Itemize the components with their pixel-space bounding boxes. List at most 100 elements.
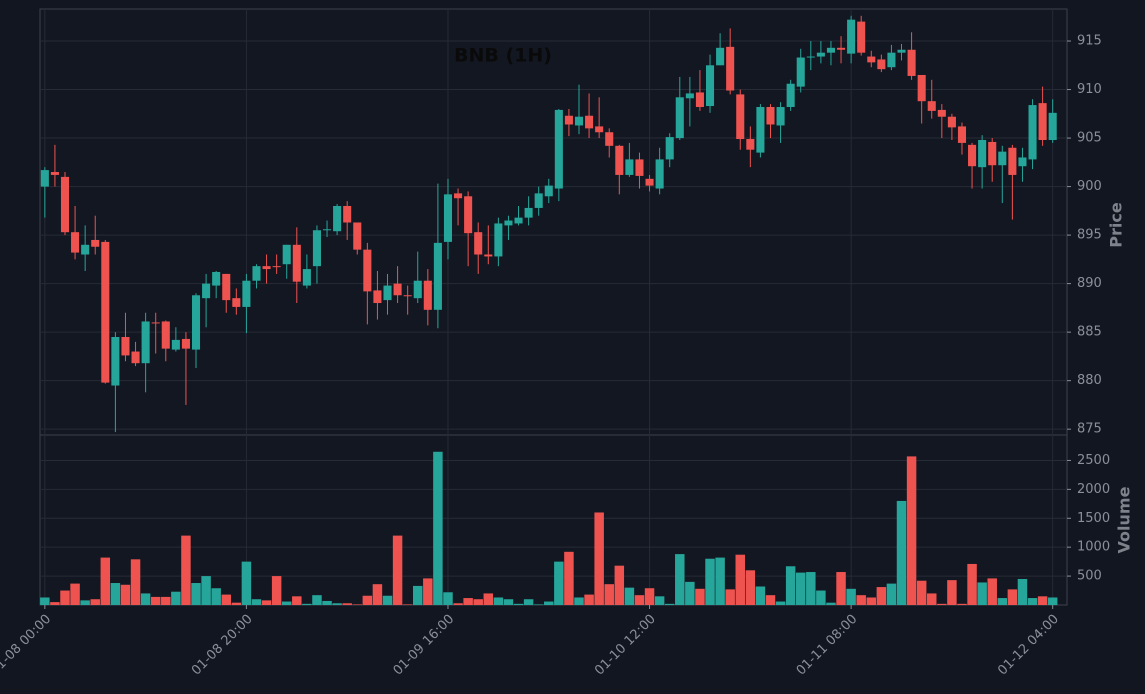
candle-body — [1038, 103, 1047, 141]
volume-bar — [423, 578, 433, 605]
y-tick-label: 900 — [1077, 179, 1102, 194]
volume-bar — [755, 586, 766, 605]
volume-bar — [866, 597, 877, 605]
candle-body — [736, 94, 745, 140]
candle-body — [635, 159, 644, 176]
candle-body — [242, 280, 251, 307]
volume-bar — [947, 580, 957, 605]
candle-body — [272, 266, 281, 268]
volume-bar — [826, 602, 836, 605]
candle-body — [40, 170, 49, 187]
volume-bar — [443, 592, 453, 605]
volume-tick-label: 2500 — [1077, 453, 1110, 468]
candle-body — [998, 151, 1007, 166]
candle-body — [554, 109, 563, 189]
volume-bar — [574, 597, 584, 605]
volume-bar — [745, 570, 756, 605]
volume-bar — [806, 572, 816, 605]
candle-body — [171, 339, 180, 350]
volume-bar — [40, 597, 50, 605]
volume-bar — [765, 595, 776, 605]
candle-body — [494, 223, 503, 257]
volume-bar — [906, 456, 917, 605]
volume-bar — [261, 600, 272, 605]
y-axis-label: Price — [1107, 202, 1126, 248]
volume-bar — [251, 599, 262, 605]
candle-body — [796, 57, 805, 87]
candle-body — [212, 271, 221, 286]
y-tick-label: 895 — [1077, 228, 1102, 243]
candle-body — [867, 56, 876, 63]
candle-body — [433, 242, 442, 310]
candle-body — [181, 338, 190, 349]
candle-body — [443, 194, 453, 242]
volume-bar — [221, 594, 231, 605]
volume-bar — [856, 595, 866, 605]
candle-body — [504, 220, 513, 226]
candle-body — [937, 109, 946, 117]
candle-body — [514, 217, 523, 224]
volume-bar — [795, 572, 806, 605]
candle-body — [353, 222, 362, 250]
candle-body — [50, 172, 59, 175]
candle-body — [564, 115, 573, 125]
volume-bar — [916, 580, 927, 605]
candle-body — [1018, 157, 1027, 167]
chart-title: BNB (1H) — [454, 45, 552, 67]
candle-body — [524, 207, 533, 218]
candle-body — [91, 239, 100, 247]
volume-bar — [584, 594, 594, 605]
volume-bar — [997, 598, 1008, 605]
candle-body — [202, 283, 211, 299]
candle-body — [716, 47, 725, 66]
volume-bar — [473, 599, 483, 605]
candle-body — [343, 205, 352, 223]
candle-body — [685, 93, 694, 99]
volume-bar — [836, 572, 846, 605]
volume-bar — [1007, 589, 1018, 605]
volume-axis-label: Volume — [1115, 486, 1134, 553]
candle-body — [71, 232, 80, 253]
candle-body — [302, 269, 311, 286]
candle-body — [111, 336, 120, 386]
y-tick-label: 910 — [1077, 82, 1102, 97]
volume-bar — [50, 602, 60, 605]
candle-body — [333, 205, 342, 232]
volume-bar — [322, 600, 332, 605]
y-tick-label: 885 — [1077, 325, 1102, 340]
y-tick-label: 905 — [1077, 131, 1102, 146]
volume-bar — [281, 601, 292, 605]
candle-body — [423, 280, 432, 310]
candle-body — [675, 97, 684, 139]
volume-bar — [362, 595, 373, 605]
candle-body — [191, 295, 201, 350]
candle-body — [312, 230, 321, 267]
volume-bar — [1027, 598, 1038, 605]
volume-bar — [594, 512, 604, 605]
volume-bar — [161, 596, 171, 605]
candle-body — [897, 49, 906, 53]
grid — [40, 9, 1067, 605]
volume-bar — [775, 601, 786, 605]
candle-body — [705, 65, 715, 107]
volume-bar — [564, 551, 574, 605]
volume-bar — [413, 585, 423, 605]
candle-body — [726, 46, 735, 91]
candle-body — [131, 351, 140, 364]
volume-bar — [685, 581, 695, 605]
volume-bar — [503, 599, 514, 605]
volume-bar — [70, 583, 80, 605]
volume-bar — [433, 451, 443, 605]
price-panel — [39, 8, 1068, 436]
candle-body — [957, 126, 967, 143]
volume-bar — [342, 603, 352, 605]
volume-bar — [150, 596, 161, 605]
volume-bar — [513, 603, 524, 605]
candle-body — [534, 193, 543, 208]
volume-bar — [533, 604, 544, 605]
volume-bar — [715, 557, 725, 605]
candle-body — [323, 229, 332, 231]
candle-body — [161, 321, 170, 349]
candle-body — [766, 107, 775, 125]
candle-body — [907, 49, 916, 76]
